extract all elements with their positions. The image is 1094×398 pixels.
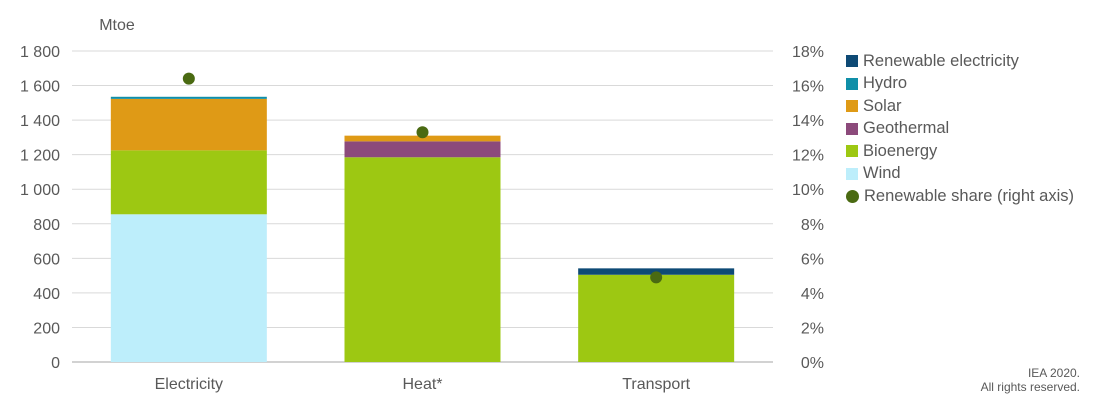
bar-segment-bioenergy xyxy=(344,157,501,362)
left-axis-tick-label: 600 xyxy=(33,251,60,268)
category-label: Heat* xyxy=(402,376,442,393)
left-axis-tick-label: 1 400 xyxy=(20,113,60,130)
right-axis-tick-label: 10% xyxy=(792,182,824,199)
bar-segment-solar xyxy=(344,135,501,142)
share-marker xyxy=(182,72,195,85)
left-axis-tick-label: 1 200 xyxy=(20,148,60,165)
left-axis-tick-label: 1 600 xyxy=(20,79,60,96)
right-axis-tick-label: 14% xyxy=(792,113,824,130)
legend-item: Solar xyxy=(846,95,1074,118)
legend-label: Hydro xyxy=(863,74,908,93)
left-axis-tick-label: 800 xyxy=(33,217,60,234)
legend-label: Bioenergy xyxy=(863,141,938,160)
left-axis-unit-label: Mtoe xyxy=(99,17,135,34)
bar-segment-solar xyxy=(110,98,267,151)
share-marker xyxy=(650,271,663,284)
legend-swatch xyxy=(846,189,859,203)
bar-segment-wind xyxy=(110,214,267,362)
right-axis-tick-label: 2% xyxy=(801,320,824,337)
axes: 0 200 400 600 800 1 000 1 200 1 400 1 600 1 800 0%… xyxy=(20,44,824,393)
legend-label: Renewable share (right axis) xyxy=(864,186,1075,205)
share-markers xyxy=(182,72,663,284)
legend-swatch xyxy=(846,145,858,158)
right-axis-tick-label: 4% xyxy=(801,286,824,303)
legend-label: Wind xyxy=(863,164,901,183)
legend-label: Solar xyxy=(863,96,902,115)
legend-swatch xyxy=(846,77,858,90)
legend-item: Wind xyxy=(846,163,1074,186)
legend-swatch xyxy=(846,55,858,68)
legend-label: Renewable electricity xyxy=(863,51,1019,70)
left-axis-tick-label: 400 xyxy=(33,286,60,303)
credit-line-1: IEA 2020. xyxy=(1027,366,1080,380)
left-axis-tick-label: 1 800 xyxy=(20,44,60,61)
right-axis-tick-label: 6% xyxy=(801,251,824,268)
legend-swatch xyxy=(846,122,858,135)
right-axis-tick-label: 18% xyxy=(792,44,824,61)
bar-segment-geothermal xyxy=(344,141,501,158)
share-marker xyxy=(416,126,429,139)
right-axis-tick-label: 16% xyxy=(792,79,824,96)
bar-segment-bioenergy xyxy=(578,274,735,362)
legend-swatch xyxy=(846,167,858,180)
right-axis-tick-label: 8% xyxy=(801,217,824,234)
legend-item: Renewable share (right axis) xyxy=(846,185,1074,208)
left-axis-tick-label: 1 000 xyxy=(20,182,60,199)
legend-item: Geothermal xyxy=(846,118,1074,141)
bars xyxy=(110,96,735,362)
right-axis-tick-label: 12% xyxy=(792,148,824,165)
legend-item: Bioenergy xyxy=(846,140,1074,163)
right-axis-tick-label: 0% xyxy=(801,355,824,372)
credit-line-2: All rights reserved. xyxy=(980,380,1080,394)
legend-item: Renewable electricity xyxy=(846,50,1074,73)
credit: IEA 2020. All rights reserved. xyxy=(981,366,1080,394)
category-label: Transport xyxy=(622,376,690,393)
bar-segment-bioenergy xyxy=(110,150,267,215)
legend-item: Hydro xyxy=(846,73,1074,96)
bar-segment-hydro xyxy=(110,96,267,99)
left-axis-tick-label: 0 xyxy=(51,355,60,372)
legend: Renewable electricity Hydro Solar Geotherma… xyxy=(846,50,1074,208)
legend-label: Geothermal xyxy=(863,119,950,138)
left-axis-tick-label: 200 xyxy=(33,320,60,337)
legend-swatch xyxy=(846,100,858,113)
category-label: Electricity xyxy=(155,376,223,393)
